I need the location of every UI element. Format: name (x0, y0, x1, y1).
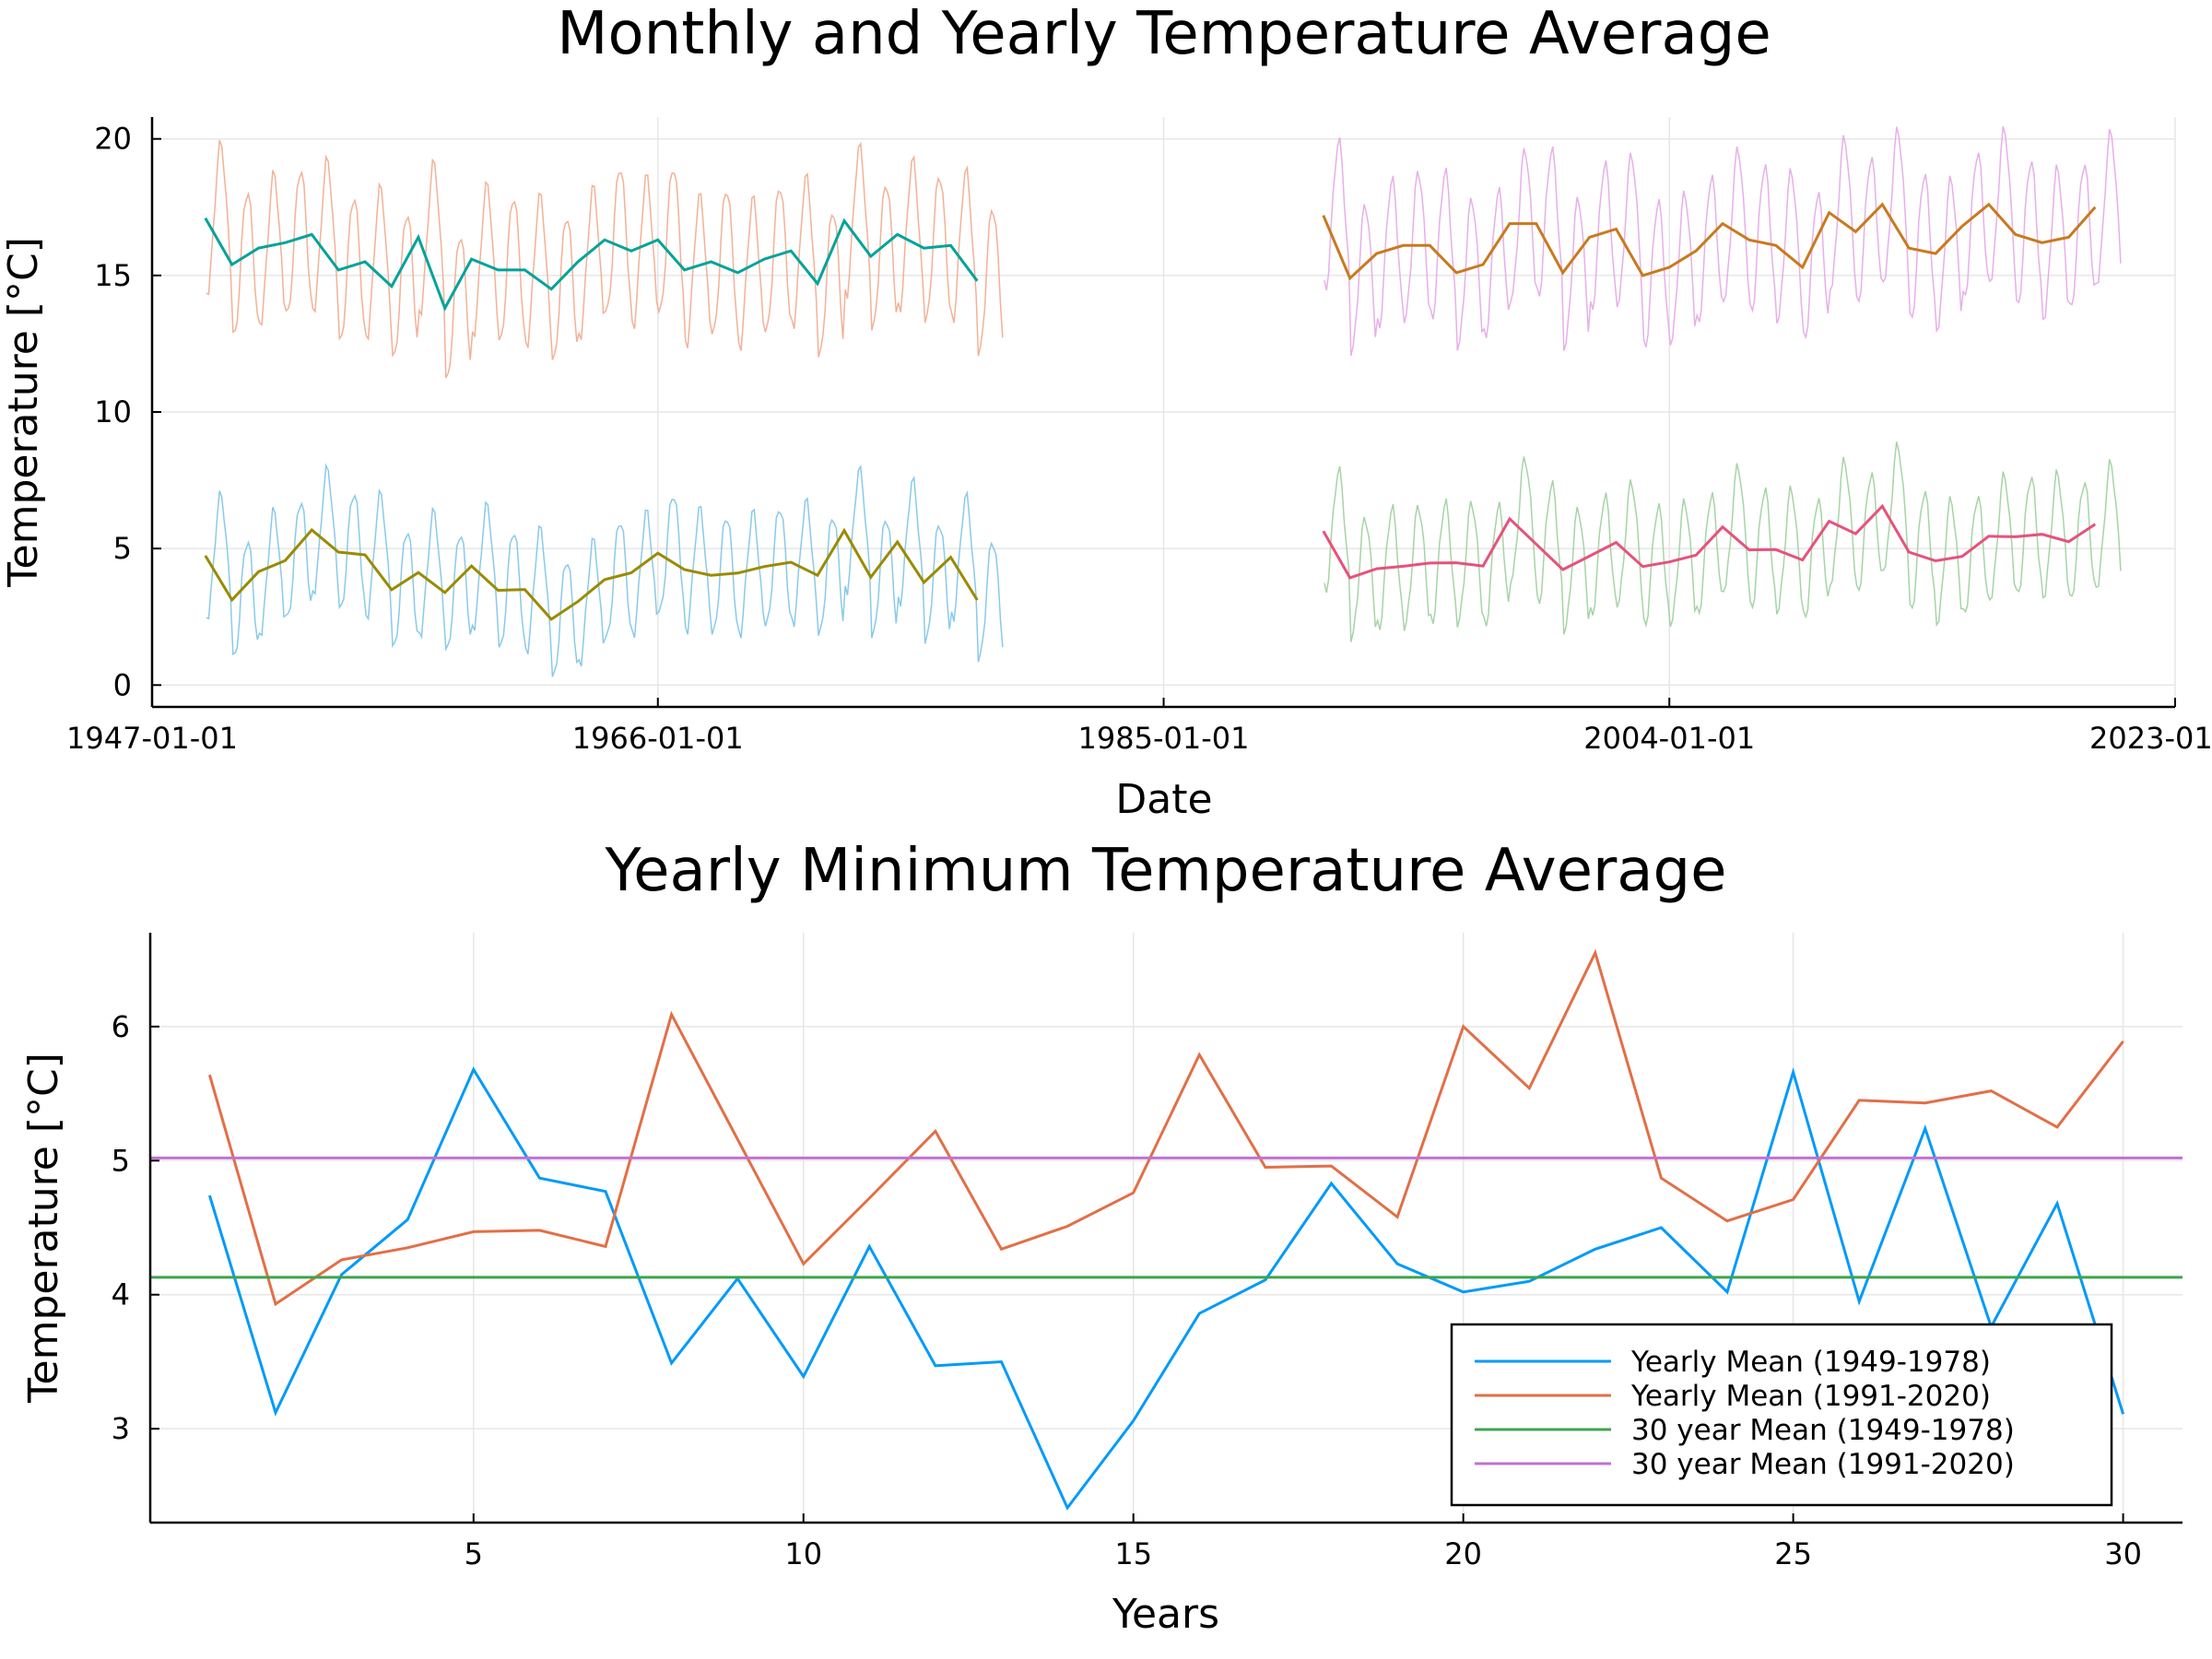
yearly-series-line (1322, 503, 2097, 580)
top-y-tick-label: 20 (94, 122, 132, 157)
yearly-mean-line (207, 948, 2124, 1307)
top-grid (151, 117, 2176, 707)
bottom-y-tick-label: 4 (112, 1277, 130, 1312)
top-x-tick-label: 2004-01-01 (1583, 721, 1755, 756)
top-y-tick-label: 15 (94, 258, 132, 293)
top-y-tick-label: 0 (113, 667, 132, 702)
monthly-series-line (206, 463, 1004, 677)
bottom-y-ticks: 3 4 5 6 (112, 1009, 159, 1446)
bottom-x-tick-label: 10 (784, 1536, 822, 1571)
top-x-axis-label: Date (1115, 776, 1212, 823)
bottom-y-axis-label: Temperature [°C] (20, 1053, 67, 1404)
monthly-yearly-panel: Monthly and Yearly Temperature Average 1… (0, 0, 2212, 823)
legend: Yearly Mean (1949-1978)Yearly Mean (1991… (1450, 1323, 2113, 1507)
top-x-ticks: 1947-01-01 1966-01-01 1985-01-01 2004-01-01… (66, 698, 2212, 756)
bottom-chart-title: Yearly Minimum Temperature Average (605, 837, 1727, 905)
top-yearly-series-group (204, 202, 2097, 621)
top-monthly-series-group (206, 126, 2122, 677)
top-y-tick-label: 10 (94, 394, 132, 429)
yearly-series-line (204, 527, 979, 621)
bottom-y-tick-label: 5 (112, 1143, 130, 1178)
top-chart-title: Monthly and Yearly Temperature Average (557, 0, 1771, 68)
bottom-x-tick-label: 25 (1774, 1536, 1812, 1571)
legend-box (1450, 1323, 2113, 1507)
bottom-x-ticks: 5 10 15 20 25 30 (465, 1513, 2142, 1571)
monthly-series-line (206, 139, 1004, 379)
bottom-x-tick-label: 20 (1444, 1536, 1482, 1571)
top-y-axis-label: Temperature [°C] (0, 237, 47, 588)
yearly-mean-line (207, 1066, 2125, 1511)
bottom-x-tick-label: 30 (2104, 1536, 2142, 1571)
bottom-x-tick-label: 5 (465, 1536, 483, 1571)
yearly-minimum-panel: Yearly Minimum Temperature Average 5 10 15… (20, 837, 2183, 1638)
top-y-tick-label: 5 (113, 531, 132, 566)
legend-label: Yearly Mean (1991-2020) (1630, 1380, 1991, 1413)
monthly-series-line (1324, 126, 2122, 357)
legend-label: 30 year Mean (1949-1978) (1631, 1414, 2015, 1447)
yearly-series-line (1322, 202, 2097, 281)
monthly-series-line (1324, 441, 2122, 642)
top-x-tick-label: 1966-01-01 (572, 721, 744, 756)
top-x-tick-label: 2023-01-01 (2089, 721, 2212, 756)
bottom-y-tick-label: 3 (112, 1411, 130, 1446)
bottom-x-tick-label: 15 (1114, 1536, 1152, 1571)
legend-label: 30 year Mean (1991-2020) (1631, 1448, 2015, 1481)
legend-label: Yearly Mean (1949-1978) (1630, 1346, 1991, 1379)
top-x-tick-label: 1947-01-01 (66, 721, 238, 756)
bottom-y-tick-label: 6 (112, 1009, 130, 1044)
bottom-x-axis-label: Years (1112, 1591, 1219, 1638)
bottom-series-group (150, 948, 2183, 1511)
top-x-tick-label: 1985-01-01 (1078, 721, 1250, 756)
top-y-ticks: 0 5 10 15 20 (94, 122, 161, 702)
yearly-series-line (204, 217, 979, 312)
